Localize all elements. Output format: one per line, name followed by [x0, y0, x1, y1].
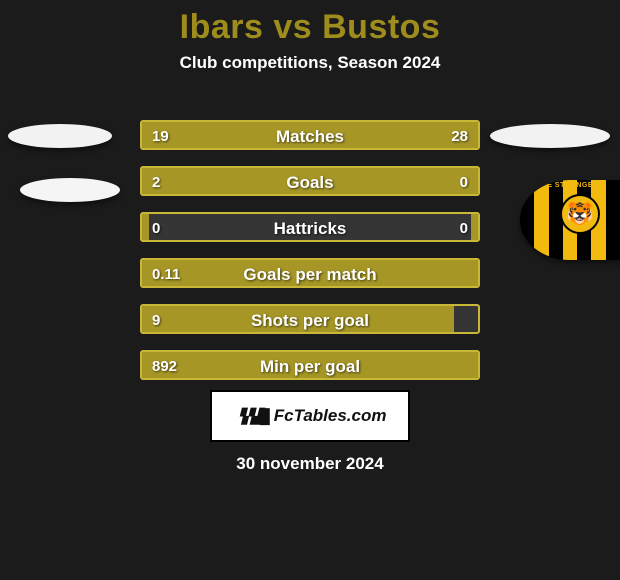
stat-row: Hattricks0 0 [140, 212, 480, 242]
page-title: Ibars vs Bustos [0, 0, 620, 47]
stat-label: Min per goal [142, 352, 478, 380]
stat-label: Goals per match [142, 260, 478, 288]
subtitle: Club competitions, Season 2024 [0, 53, 620, 73]
stat-value-left: 19 [152, 122, 169, 150]
stat-row: Min per goal892 [140, 350, 480, 380]
badge-arc-text: HE STRONGES [520, 182, 620, 189]
stat-row: Goals per match0.11 [140, 258, 480, 288]
brand-badge[interactable]: ▝▞▟█ FcTables.com [210, 390, 410, 442]
stat-label: Hattricks [142, 214, 478, 242]
stat-label: Goals [142, 168, 478, 196]
stat-value-left: 0 [152, 214, 160, 242]
stat-value-left: 892 [152, 352, 177, 380]
badge-tiger-icon: 🐯 [560, 194, 600, 234]
chart-icon: ▝▞▟█ [234, 408, 268, 425]
brand-text: FcTables.com [274, 406, 387, 426]
player-left-avatar-1 [8, 124, 112, 148]
club-badge: HE STRONGES 🐯 [520, 180, 620, 260]
stat-row: Matches19 28 [140, 120, 480, 150]
stat-label: Shots per goal [142, 306, 478, 334]
stat-label: Matches [142, 122, 478, 150]
stat-value-left: 2 [152, 168, 160, 196]
stat-value-left: 0.11 [152, 260, 180, 288]
stat-row: Shots per goal9 [140, 304, 480, 334]
footer-date: 30 november 2024 [0, 454, 620, 474]
player-right-avatar [490, 124, 610, 148]
player-left-avatar-2 [20, 178, 120, 202]
stat-value-right: 28 [451, 122, 468, 150]
stat-value-right: 0 [460, 168, 468, 196]
stat-value-right: 0 [460, 214, 468, 242]
comparison-card: Ibars vs Bustos Club competitions, Seaso… [0, 0, 620, 580]
stats-panel: Matches1928Goals20Hattricks00Goals per m… [140, 120, 480, 396]
stat-row: Goals2 0 [140, 166, 480, 196]
stat-value-left: 9 [152, 306, 160, 334]
